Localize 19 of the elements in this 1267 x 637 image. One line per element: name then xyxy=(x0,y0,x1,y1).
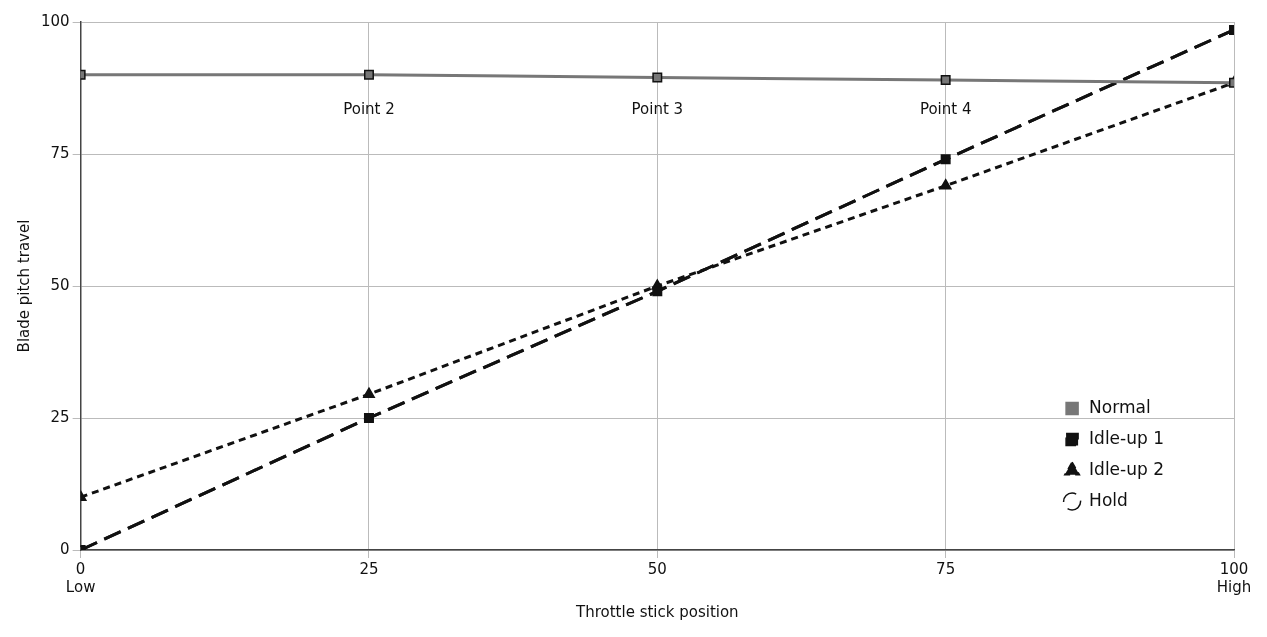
x-tick-label: 0 Low xyxy=(65,559,96,596)
legend-label: Idle-up 1 xyxy=(1089,427,1164,448)
annotation: Point 4 xyxy=(919,99,972,118)
annotation: Point 3 xyxy=(631,99,684,118)
y-tick-label: 75 xyxy=(50,143,70,162)
legend-label: Hold xyxy=(1089,489,1128,510)
x-axis-title: Throttle stick position xyxy=(575,602,739,621)
x-tick-label: 50 xyxy=(647,559,667,578)
annotation: Point 2 xyxy=(343,99,395,118)
y-tick-label: 0 xyxy=(60,539,70,558)
legend-label: Idle-up 2 xyxy=(1089,458,1164,479)
y-axis-title: Blade pitch travel xyxy=(14,219,33,353)
x-tick-label: 75 xyxy=(936,559,956,578)
x-tick-label: 25 xyxy=(359,559,379,578)
x-tick-label: 100 High xyxy=(1216,559,1252,596)
legend-label: Normal xyxy=(1089,396,1151,417)
y-tick-label: 25 xyxy=(50,407,70,426)
y-tick-label: 50 xyxy=(50,275,70,294)
y-tick-label: 100 xyxy=(40,11,70,30)
